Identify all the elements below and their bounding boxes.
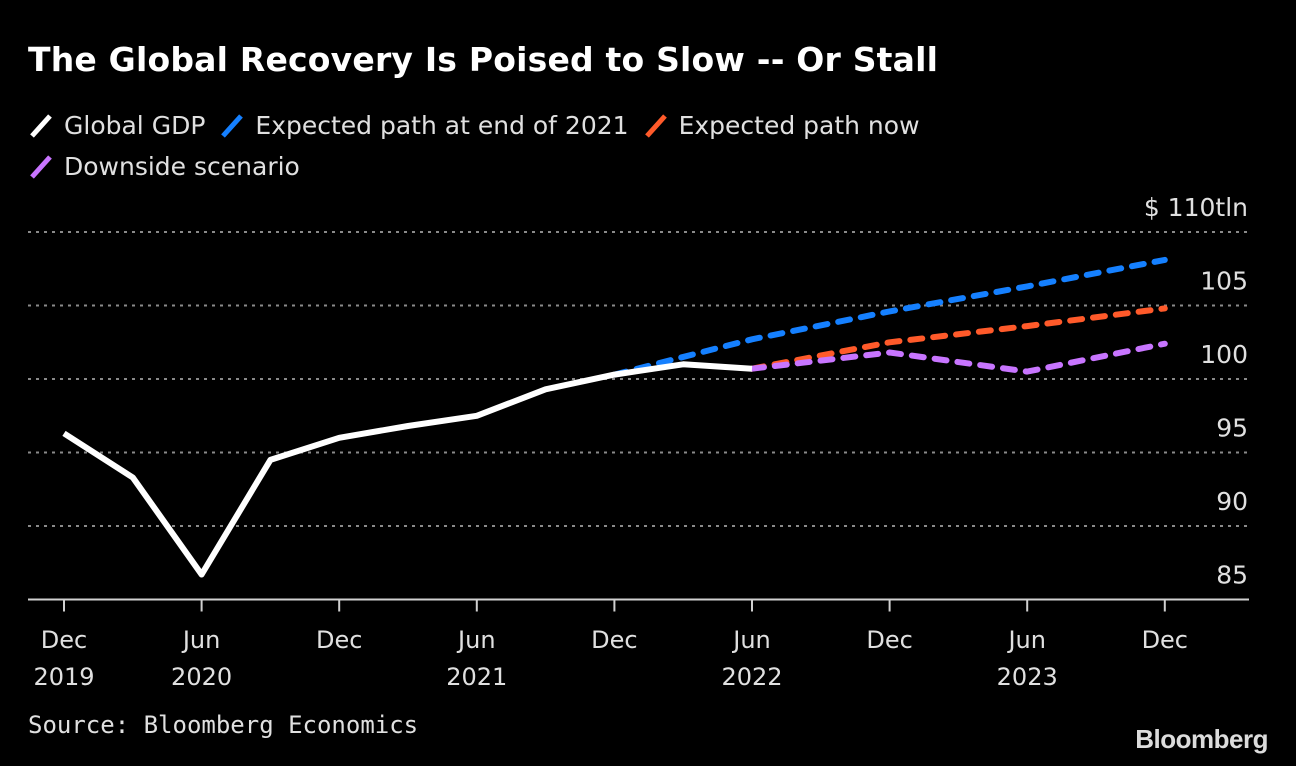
- y-tick-label: 100: [1200, 340, 1248, 369]
- legend: Global GDP Expected path at end of 2021 Ex…: [28, 108, 1028, 190]
- x-tick-label: Dec: [591, 626, 637, 654]
- y-tick-label: 95: [1216, 414, 1248, 443]
- legend-label: Expected path now: [678, 111, 920, 140]
- legend-label: Expected path at end of 2021: [255, 111, 629, 140]
- x-tick-label: Dec: [866, 626, 912, 654]
- legend-swatch-icon: [644, 114, 667, 138]
- x-tick-label-year: 2023: [997, 663, 1058, 691]
- x-tick-label: Dec: [41, 626, 87, 654]
- x-tick-label-year: 2022: [721, 663, 782, 691]
- legend-label: Global GDP: [64, 111, 206, 140]
- legend-item: Expected path at end of 2021: [219, 108, 629, 144]
- chart-title: The Global Recovery Is Poised to Slow --…: [28, 40, 939, 79]
- legend-item: Global GDP: [28, 108, 205, 144]
- source-note: Source: Bloomberg Economics: [28, 711, 419, 739]
- legend-swatch-icon: [30, 114, 52, 138]
- x-tick-label-year: 2019: [33, 663, 94, 691]
- x-tick-label: Jun: [456, 626, 496, 654]
- x-tick-label-year: 2021: [446, 663, 507, 691]
- y-tick-label: $ 110tln: [1144, 193, 1248, 222]
- series-line-global-gdp: [62, 361, 753, 578]
- legend-label: Downside scenario: [64, 152, 300, 181]
- x-tick-label: Dec: [1142, 626, 1188, 654]
- x-tick-label: Dec: [316, 626, 362, 654]
- series-line-expected-path-now: [749, 305, 1168, 372]
- legend-item: Expected path now: [643, 108, 920, 144]
- x-tick-label: Jun: [1006, 626, 1046, 654]
- x-tick-label: Jun: [181, 626, 221, 654]
- bloomberg-logo: Bloomberg: [1135, 724, 1268, 754]
- legend-swatch-icon: [30, 155, 52, 179]
- y-tick-label: 90: [1216, 487, 1248, 516]
- series-line-expected-path-at-end-of-2021: [611, 256, 1168, 378]
- series-line-downside-scenario: [749, 340, 1168, 375]
- x-tick-label-year: 2020: [171, 663, 232, 691]
- x-tick-label: Jun: [731, 626, 771, 654]
- legend-item: Downside scenario: [28, 149, 300, 185]
- y-tick-label: 85: [1216, 561, 1248, 590]
- legend-swatch-icon: [221, 114, 244, 138]
- y-tick-label: 105: [1200, 267, 1248, 296]
